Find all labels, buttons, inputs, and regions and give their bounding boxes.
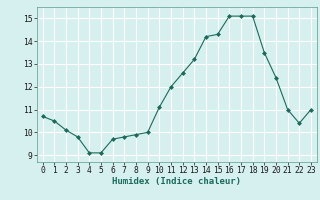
X-axis label: Humidex (Indice chaleur): Humidex (Indice chaleur) [112,177,241,186]
